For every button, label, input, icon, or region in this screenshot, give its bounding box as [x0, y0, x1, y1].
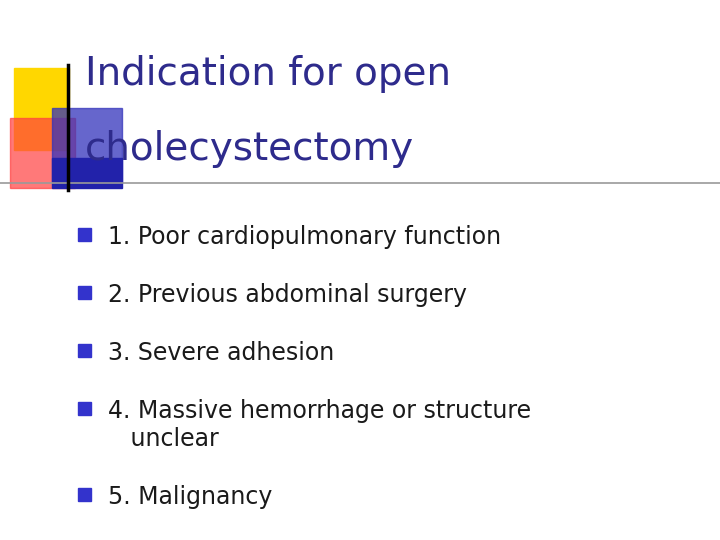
Text: Indication for open: Indication for open — [85, 55, 451, 93]
Text: cholecystectomy: cholecystectomy — [85, 130, 414, 168]
Text: 5. Malignancy: 5. Malignancy — [108, 485, 272, 509]
Text: 3. Severe adhesion: 3. Severe adhesion — [108, 341, 334, 365]
Bar — [78, 286, 91, 299]
Bar — [52, 158, 122, 188]
Bar — [10, 118, 75, 188]
Text: 1. Poor cardiopulmonary function: 1. Poor cardiopulmonary function — [108, 225, 501, 249]
Bar — [78, 228, 91, 241]
Bar — [14, 68, 69, 150]
Bar — [78, 488, 91, 501]
Text: unclear: unclear — [108, 427, 219, 451]
Bar — [52, 108, 122, 183]
Bar — [78, 402, 91, 415]
Text: 2. Previous abdominal surgery: 2. Previous abdominal surgery — [108, 283, 467, 307]
Text: 4. Massive hemorrhage or structure: 4. Massive hemorrhage or structure — [108, 399, 531, 423]
Bar — [78, 344, 91, 357]
